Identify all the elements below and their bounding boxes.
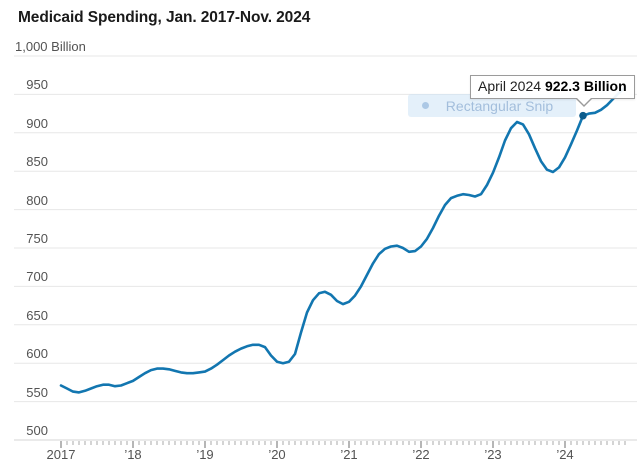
y-axis-label: 650 xyxy=(26,307,48,323)
x-axis-label: 2017 xyxy=(46,447,76,462)
tooltip-value: 922.3 Billion xyxy=(544,78,627,94)
y-axis-label: 750 xyxy=(26,231,48,246)
snip-toast-label: Rectangular Snip xyxy=(445,97,554,114)
y-axis-label: 800 xyxy=(26,192,48,208)
x-axis-label: ’19 xyxy=(196,447,214,462)
page-title: Medicaid Spending, Jan. 2017-Nov. 2024 xyxy=(18,9,311,26)
tooltip-date: April 2024 xyxy=(478,78,542,94)
y-axis-label: 950 xyxy=(26,77,48,93)
x-axis-label: ’20 xyxy=(268,447,286,462)
x-axis-label: ’21 xyxy=(340,447,358,462)
chart-tooltip: April 2024 922.3 Billion xyxy=(470,75,635,107)
highlight-point-dot xyxy=(579,111,587,120)
tooltip-pointer-icon xyxy=(577,98,591,105)
y-axis-label: 850 xyxy=(26,154,48,170)
spending-line xyxy=(59,86,627,394)
x-axis-label: ’22 xyxy=(412,447,430,462)
y-axis-label: 500 xyxy=(26,423,48,438)
y-axis-label: 700 xyxy=(26,269,48,285)
y-axis-label: 900 xyxy=(26,115,48,131)
y-axis-label: 1,000 Billion xyxy=(15,39,86,54)
x-axis-label: ’24 xyxy=(556,447,574,462)
snip-toast-dot-icon xyxy=(422,102,429,109)
x-axis-label: ’18 xyxy=(124,447,142,462)
x-axis-label: ’23 xyxy=(484,447,502,462)
snip-toast-ghost: Rectangular Snip xyxy=(408,94,576,117)
y-axis-label: 600 xyxy=(26,346,48,362)
y-axis-label: 550 xyxy=(26,384,48,400)
